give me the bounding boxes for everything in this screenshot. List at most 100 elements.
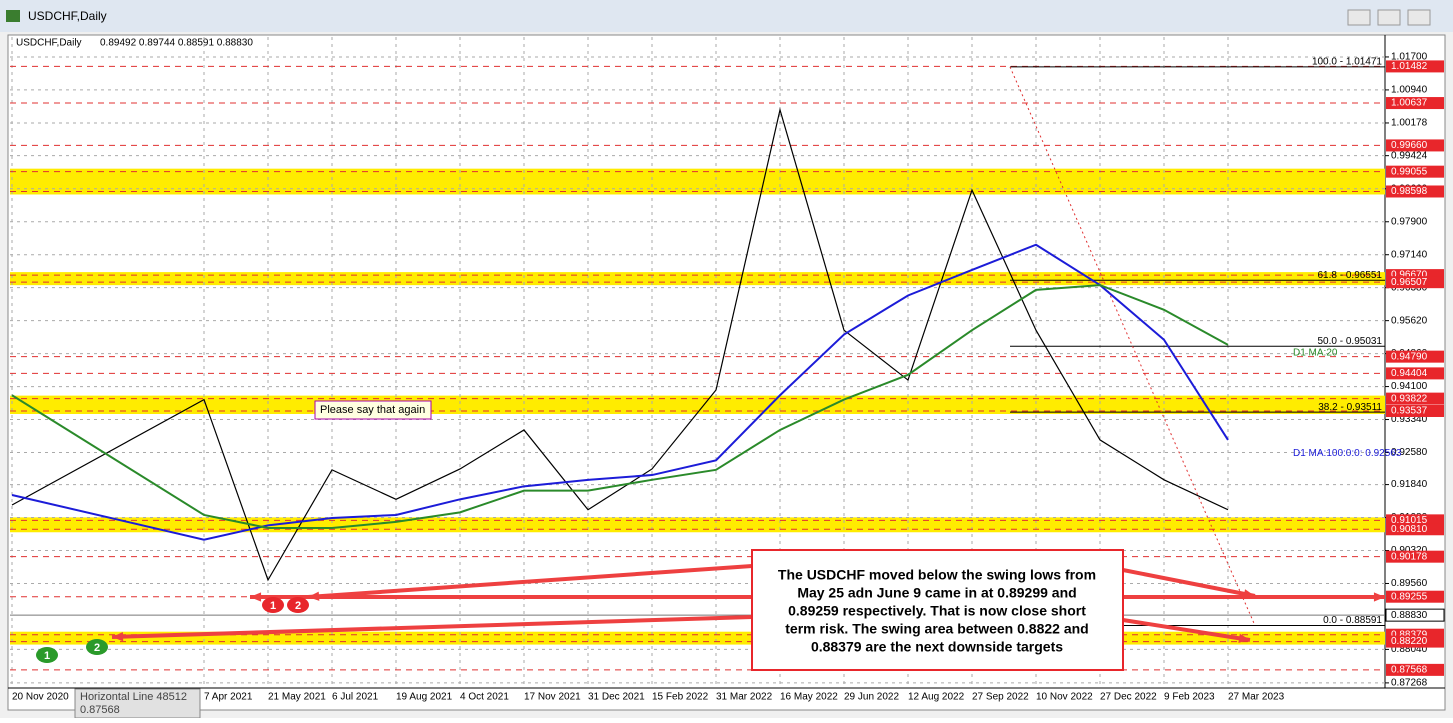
level-price-box [1386,367,1444,380]
y-tick-label: 0.94100 [1391,381,1428,392]
ma-label: D1 MA:100:0:0: 0.92563 [1293,448,1402,459]
arrow [111,615,753,639]
level-price-label: 0.99055 [1391,166,1428,177]
chart-quote: 0.89492 0.89744 0.88591 0.88830 [100,38,253,49]
callout-line: 0.89259 respectively. That is now close … [788,603,1086,619]
level-price-label: 0.99660 [1391,140,1428,151]
level-price-label: 0.98598 [1391,186,1428,197]
x-tick-label: 31 Dec 2021 [588,692,645,703]
swing-marker-label: 2 [295,600,301,612]
level-price-box [1386,404,1444,417]
callout-line: term risk. The swing area between 0.8822… [785,621,1088,637]
y-tick-label: 0.91840 [1391,479,1428,490]
y-tick-label: 0.99424 [1391,150,1428,161]
swing-marker [287,597,309,613]
callout-line: 0.88379 are the next downside targets [811,639,1063,655]
y-tick-label: 0.93340 [1391,414,1428,425]
tooltip-line: Horizontal Line 48512 [80,691,187,703]
arrow-head [250,592,262,602]
x-tick-label: 16 May 2022 [780,692,838,703]
level-price-label: 0.93537 [1391,406,1428,417]
x-tick-label: 27 Dec 2022 [1100,692,1157,703]
level-price-label: 0.88220 [1391,636,1428,647]
swing-marker-label: 1 [44,650,50,662]
x-tick-label: 27 Sep 2022 [972,692,1029,703]
support-zone [10,517,1385,533]
level-price-box [1386,165,1444,178]
arrow [307,564,753,599]
tooltip-line: 0.87568 [80,704,120,716]
arrow [1122,618,1251,642]
support-zone [10,272,1385,286]
fib-label: 61.8 - 0.96551 [1318,270,1383,281]
y-tick-label: 1.00940 [1391,85,1428,96]
y-tick-label: 0.87268 [1391,678,1428,689]
callout-line: May 25 adn June 9 came in at 0.89299 and [797,585,1076,601]
level-price-label: 1.01482 [1391,61,1428,72]
x-tick-label: 9 Feb 2023 [1164,692,1215,703]
tooltip [74,688,201,719]
level-price-label: 0.91015 [1391,515,1428,526]
y-tick-label: 0.95620 [1391,315,1428,326]
swing-marker-label: 1 [270,600,276,612]
level-price-box [1386,350,1444,363]
x-tick-label: 4 Oct 2021 [460,692,509,703]
level-price-label: 0.88379 [1391,629,1428,640]
swing-marker-label: 2 [94,642,100,654]
level-price-label: 0.94404 [1391,368,1428,379]
swing-marker [262,597,284,613]
level-price-label: 1.00637 [1391,98,1428,109]
level-price-box [1386,523,1444,536]
y-tick-label: 0.89560 [1391,578,1428,589]
y-tick-label: 0.97140 [1391,249,1428,260]
y-tick-label: 1.01700 [1391,52,1428,63]
level-price-box [1386,185,1444,198]
current-price-label: 0.88830 [1391,610,1428,621]
level-price-label: 0.96507 [1391,277,1428,288]
x-tick-label: 31 Mar 2022 [716,692,773,703]
minimize-button[interactable] [1347,9,1371,26]
current-price-box [1385,608,1445,622]
level-price-label: 0.90178 [1391,551,1428,562]
close-button[interactable] [1407,9,1431,26]
level-price-box [1386,550,1444,563]
arrow-head [1238,633,1250,643]
arrow-head [112,631,124,642]
level-price-label: 0.94790 [1391,351,1428,362]
callout-line: The USDCHF moved below the swing lows fr… [778,567,1096,583]
x-tick-label: 12 Aug 2022 [908,692,965,703]
moving-average [11,284,1229,529]
x-tick-label: 19 Aug 2021 [396,692,453,703]
x-tick-label: 29 Jun 2022 [844,692,899,703]
fib-label: 100.0 - 1.01471 [1312,57,1382,68]
maximize-button[interactable] [1377,9,1401,26]
level-price-label: 0.87568 [1391,665,1428,676]
text-box [314,400,432,420]
fib-label: 38.2 - 0.93511 [1318,402,1382,413]
ma-label: D1 MA:20 [1293,347,1338,358]
level-price-box [1386,663,1444,676]
x-tick-label: 10 Nov 2022 [1036,692,1093,703]
x-tick-label: 7 Apr 2021 [204,692,253,703]
y-tick-label: 0.88040 [1391,644,1428,655]
fib-label: 50.0 - 0.95031 [1318,336,1383,347]
level-price-label: 0.93822 [1391,393,1428,404]
level-price-box [1386,276,1444,289]
fib-label: 0.0 - 0.88591 [1323,615,1382,626]
level-price-box [1386,60,1444,73]
x-tick-label: 21 May 2021 [268,692,326,703]
y-tick-label: 0.90320 [1391,545,1428,556]
chart-area [7,34,1446,711]
callout-box [751,549,1124,671]
title-bar [0,0,1453,32]
window-icon [6,10,20,22]
swing-marker [86,639,108,655]
level-price-box [1386,139,1444,152]
price-line [11,107,1229,582]
y-tick-label: 0.97900 [1391,216,1428,227]
level-price-box [1386,97,1444,110]
moving-average [11,243,1229,541]
level-price-label: 0.96670 [1391,270,1428,281]
swing-marker [36,647,58,663]
